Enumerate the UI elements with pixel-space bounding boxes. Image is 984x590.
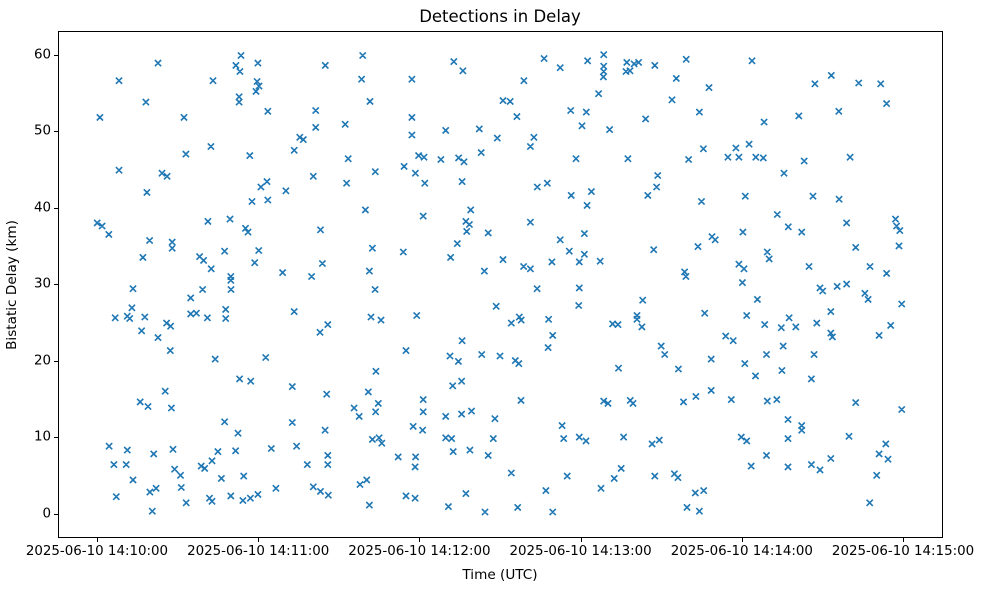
y-tick-label: 50 xyxy=(33,123,51,139)
y-axis-label: Bistatic Delay (km) xyxy=(4,220,20,350)
y-tick-label: 30 xyxy=(33,276,51,292)
y-tick-label: 40 xyxy=(33,200,51,216)
y-tick-label: 0 xyxy=(42,506,51,522)
x-tick-label: 2025-06-10 14:10:00 xyxy=(25,544,169,559)
y-tick-label: 20 xyxy=(33,353,51,369)
tick-marks xyxy=(54,55,904,542)
y-tick-label: 60 xyxy=(33,47,51,63)
x-tick-label: 2025-06-10 14:14:00 xyxy=(670,544,813,559)
x-tick-label: 2025-06-10 14:11:00 xyxy=(187,544,330,559)
y-tick-label: 10 xyxy=(33,429,51,445)
x-tick-label: 2025-06-10 14:13:00 xyxy=(509,544,652,559)
scatter-points xyxy=(93,51,906,516)
x-axis-label: Time (UTC) xyxy=(462,567,538,583)
plot-frame xyxy=(58,31,943,538)
x-tick-label: 2025-06-10 14:15:00 xyxy=(831,544,975,559)
chart-title: Detections in Delay xyxy=(419,7,581,26)
x-tick-label: 2025-06-10 14:12:00 xyxy=(348,544,491,559)
